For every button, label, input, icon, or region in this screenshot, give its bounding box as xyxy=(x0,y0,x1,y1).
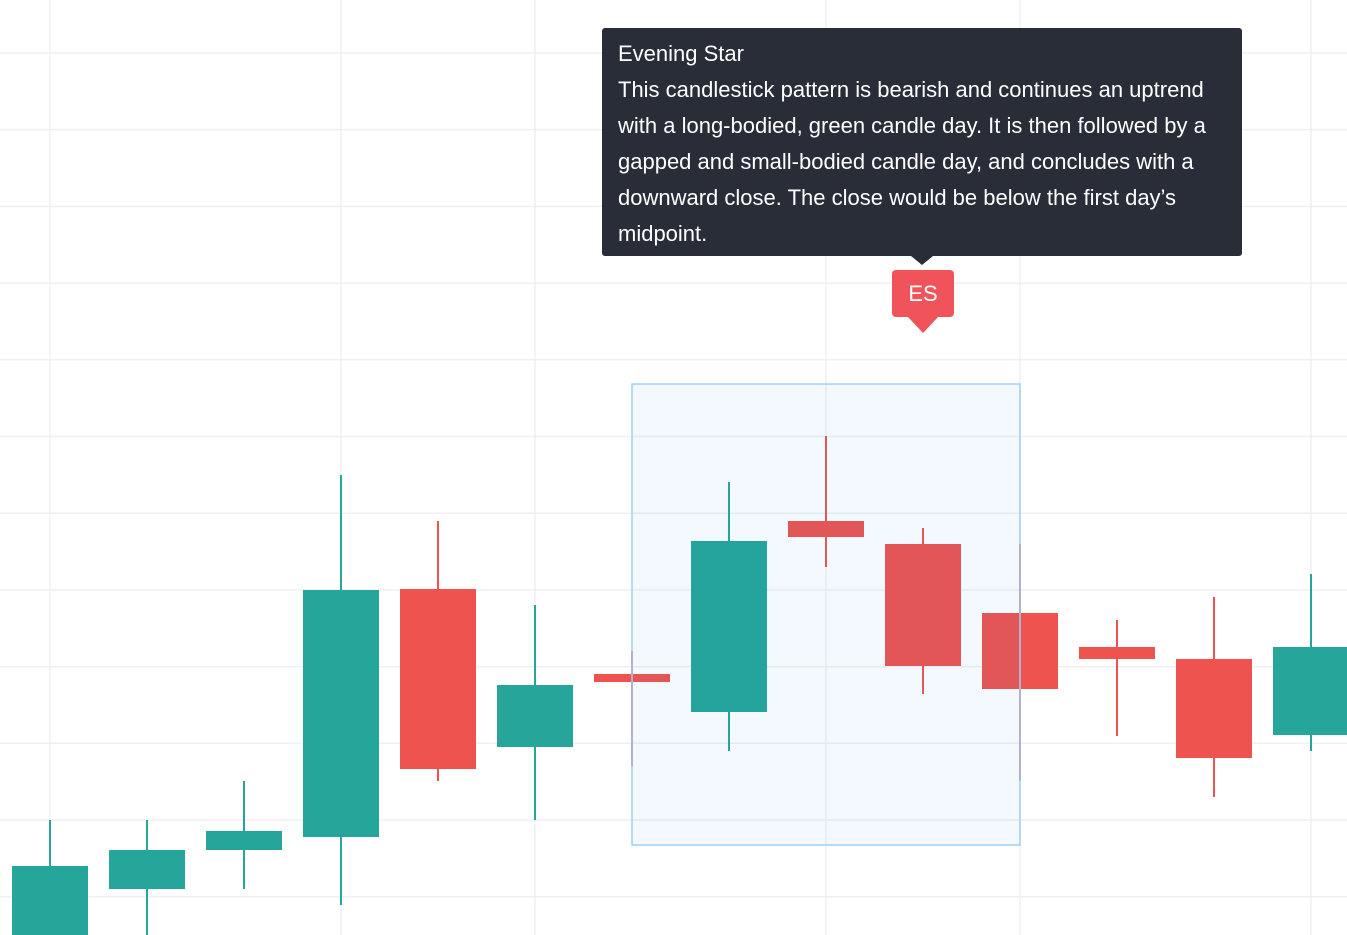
tooltip-title: Evening Star xyxy=(618,41,744,66)
candle-body[interactable] xyxy=(109,850,185,889)
candle-body[interactable] xyxy=(12,866,88,935)
pattern-marker[interactable]: ES xyxy=(892,270,954,317)
candle-body[interactable] xyxy=(1273,647,1347,735)
pattern-selection-box xyxy=(631,383,1021,846)
tooltip-description: This candlestick pattern is bearish and … xyxy=(618,77,1206,246)
pattern-tooltip: Evening Star This candlestick pattern is… xyxy=(602,28,1242,256)
candle-body[interactable] xyxy=(1079,647,1155,659)
candle-body[interactable] xyxy=(497,685,573,747)
candle-body[interactable] xyxy=(206,831,282,850)
candle-body[interactable] xyxy=(885,544,961,666)
candle-body[interactable] xyxy=(400,589,476,769)
candle-body[interactable] xyxy=(1176,659,1252,758)
tooltip-arrow-icon xyxy=(911,256,933,265)
candle-body[interactable] xyxy=(691,541,767,712)
marker-pointer-icon xyxy=(907,316,939,333)
candle-body[interactable] xyxy=(788,521,864,537)
candle-body[interactable] xyxy=(303,590,379,837)
